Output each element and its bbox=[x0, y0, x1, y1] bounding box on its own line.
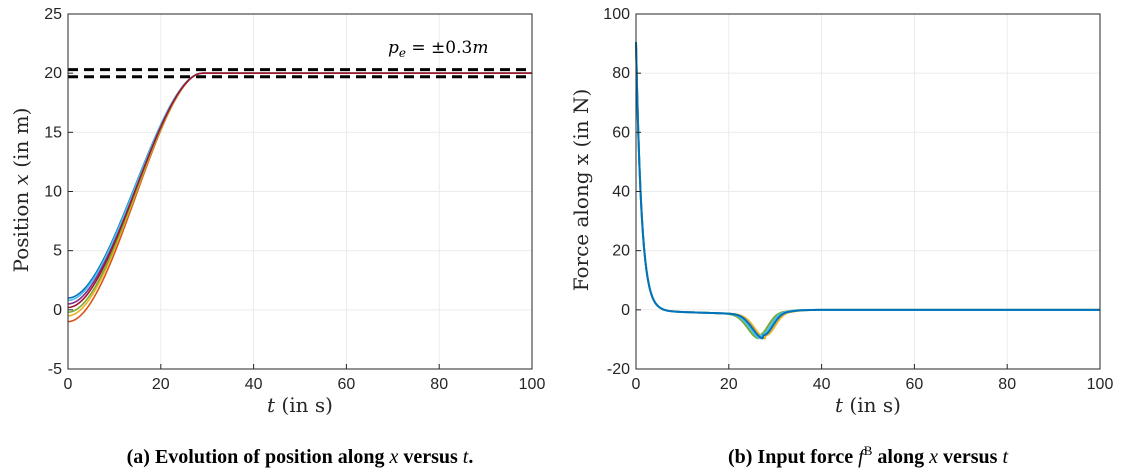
x-tick-label-b: 20 bbox=[720, 376, 738, 393]
force-series-line bbox=[635, 42, 1100, 340]
y-tick-label-b: 100 bbox=[603, 6, 630, 23]
x-tick-label-b: 0 bbox=[632, 376, 641, 393]
y-tick-label-b: 60 bbox=[612, 124, 630, 141]
y-tick-label-a: 20 bbox=[44, 65, 62, 82]
x-tick-label-b: 100 bbox=[1087, 376, 1114, 393]
y-tick-label-a: 15 bbox=[44, 124, 62, 141]
force-series-line bbox=[635, 42, 1100, 340]
position-series-line bbox=[67, 72, 532, 317]
y-tick-label-a: 10 bbox=[44, 184, 62, 201]
x-tick-label-a: 40 bbox=[245, 376, 263, 393]
y-axis-label-a: Position x (in m) bbox=[9, 108, 33, 273]
x-tick-label-a: 60 bbox=[338, 376, 356, 393]
x-tick-label-a: 100 bbox=[519, 376, 546, 393]
y-tick-label-b: 20 bbox=[612, 243, 630, 260]
tolerance-annotation: pe = ±0.3m bbox=[388, 38, 488, 60]
force-series-line bbox=[635, 42, 1100, 340]
x-tick-label-a: 20 bbox=[152, 376, 170, 393]
y-axis-label-b: Force along x (in N) bbox=[569, 89, 593, 292]
position-series-line bbox=[67, 72, 532, 309]
position-series-line bbox=[67, 72, 532, 323]
y-tick-label-b: 80 bbox=[612, 65, 630, 82]
y-tick-label-a: 0 bbox=[53, 302, 62, 319]
y-tick-label-b: -20 bbox=[607, 361, 630, 378]
series-group-a bbox=[67, 72, 532, 323]
x-axis-label-b: t (in s) bbox=[835, 393, 901, 417]
x-tick-label-b: 40 bbox=[813, 376, 831, 393]
y-tick-label-b: 0 bbox=[621, 302, 630, 319]
caption-b: (b) Input force fB along x versus t bbox=[728, 443, 1008, 468]
series-group-b bbox=[635, 42, 1100, 340]
grid-b bbox=[636, 14, 1100, 369]
y-tick-label-a: 5 bbox=[53, 243, 62, 260]
y-tick-label-b: 40 bbox=[612, 184, 630, 201]
x-tick-label-a: 0 bbox=[64, 376, 73, 393]
x-axis-label-a: t (in s) bbox=[267, 393, 333, 417]
y-tick-label-a: 25 bbox=[44, 6, 62, 23]
reference-lines-a bbox=[68, 68, 532, 79]
force-series-line bbox=[635, 42, 1100, 340]
x-tick-label-a: 80 bbox=[430, 376, 448, 393]
x-tick-label-b: 60 bbox=[906, 376, 924, 393]
x-tick-label-b: 80 bbox=[998, 376, 1016, 393]
y-tick-label-a: -5 bbox=[48, 361, 62, 378]
caption-a: (a) Evolution of position along x versus… bbox=[127, 446, 474, 468]
